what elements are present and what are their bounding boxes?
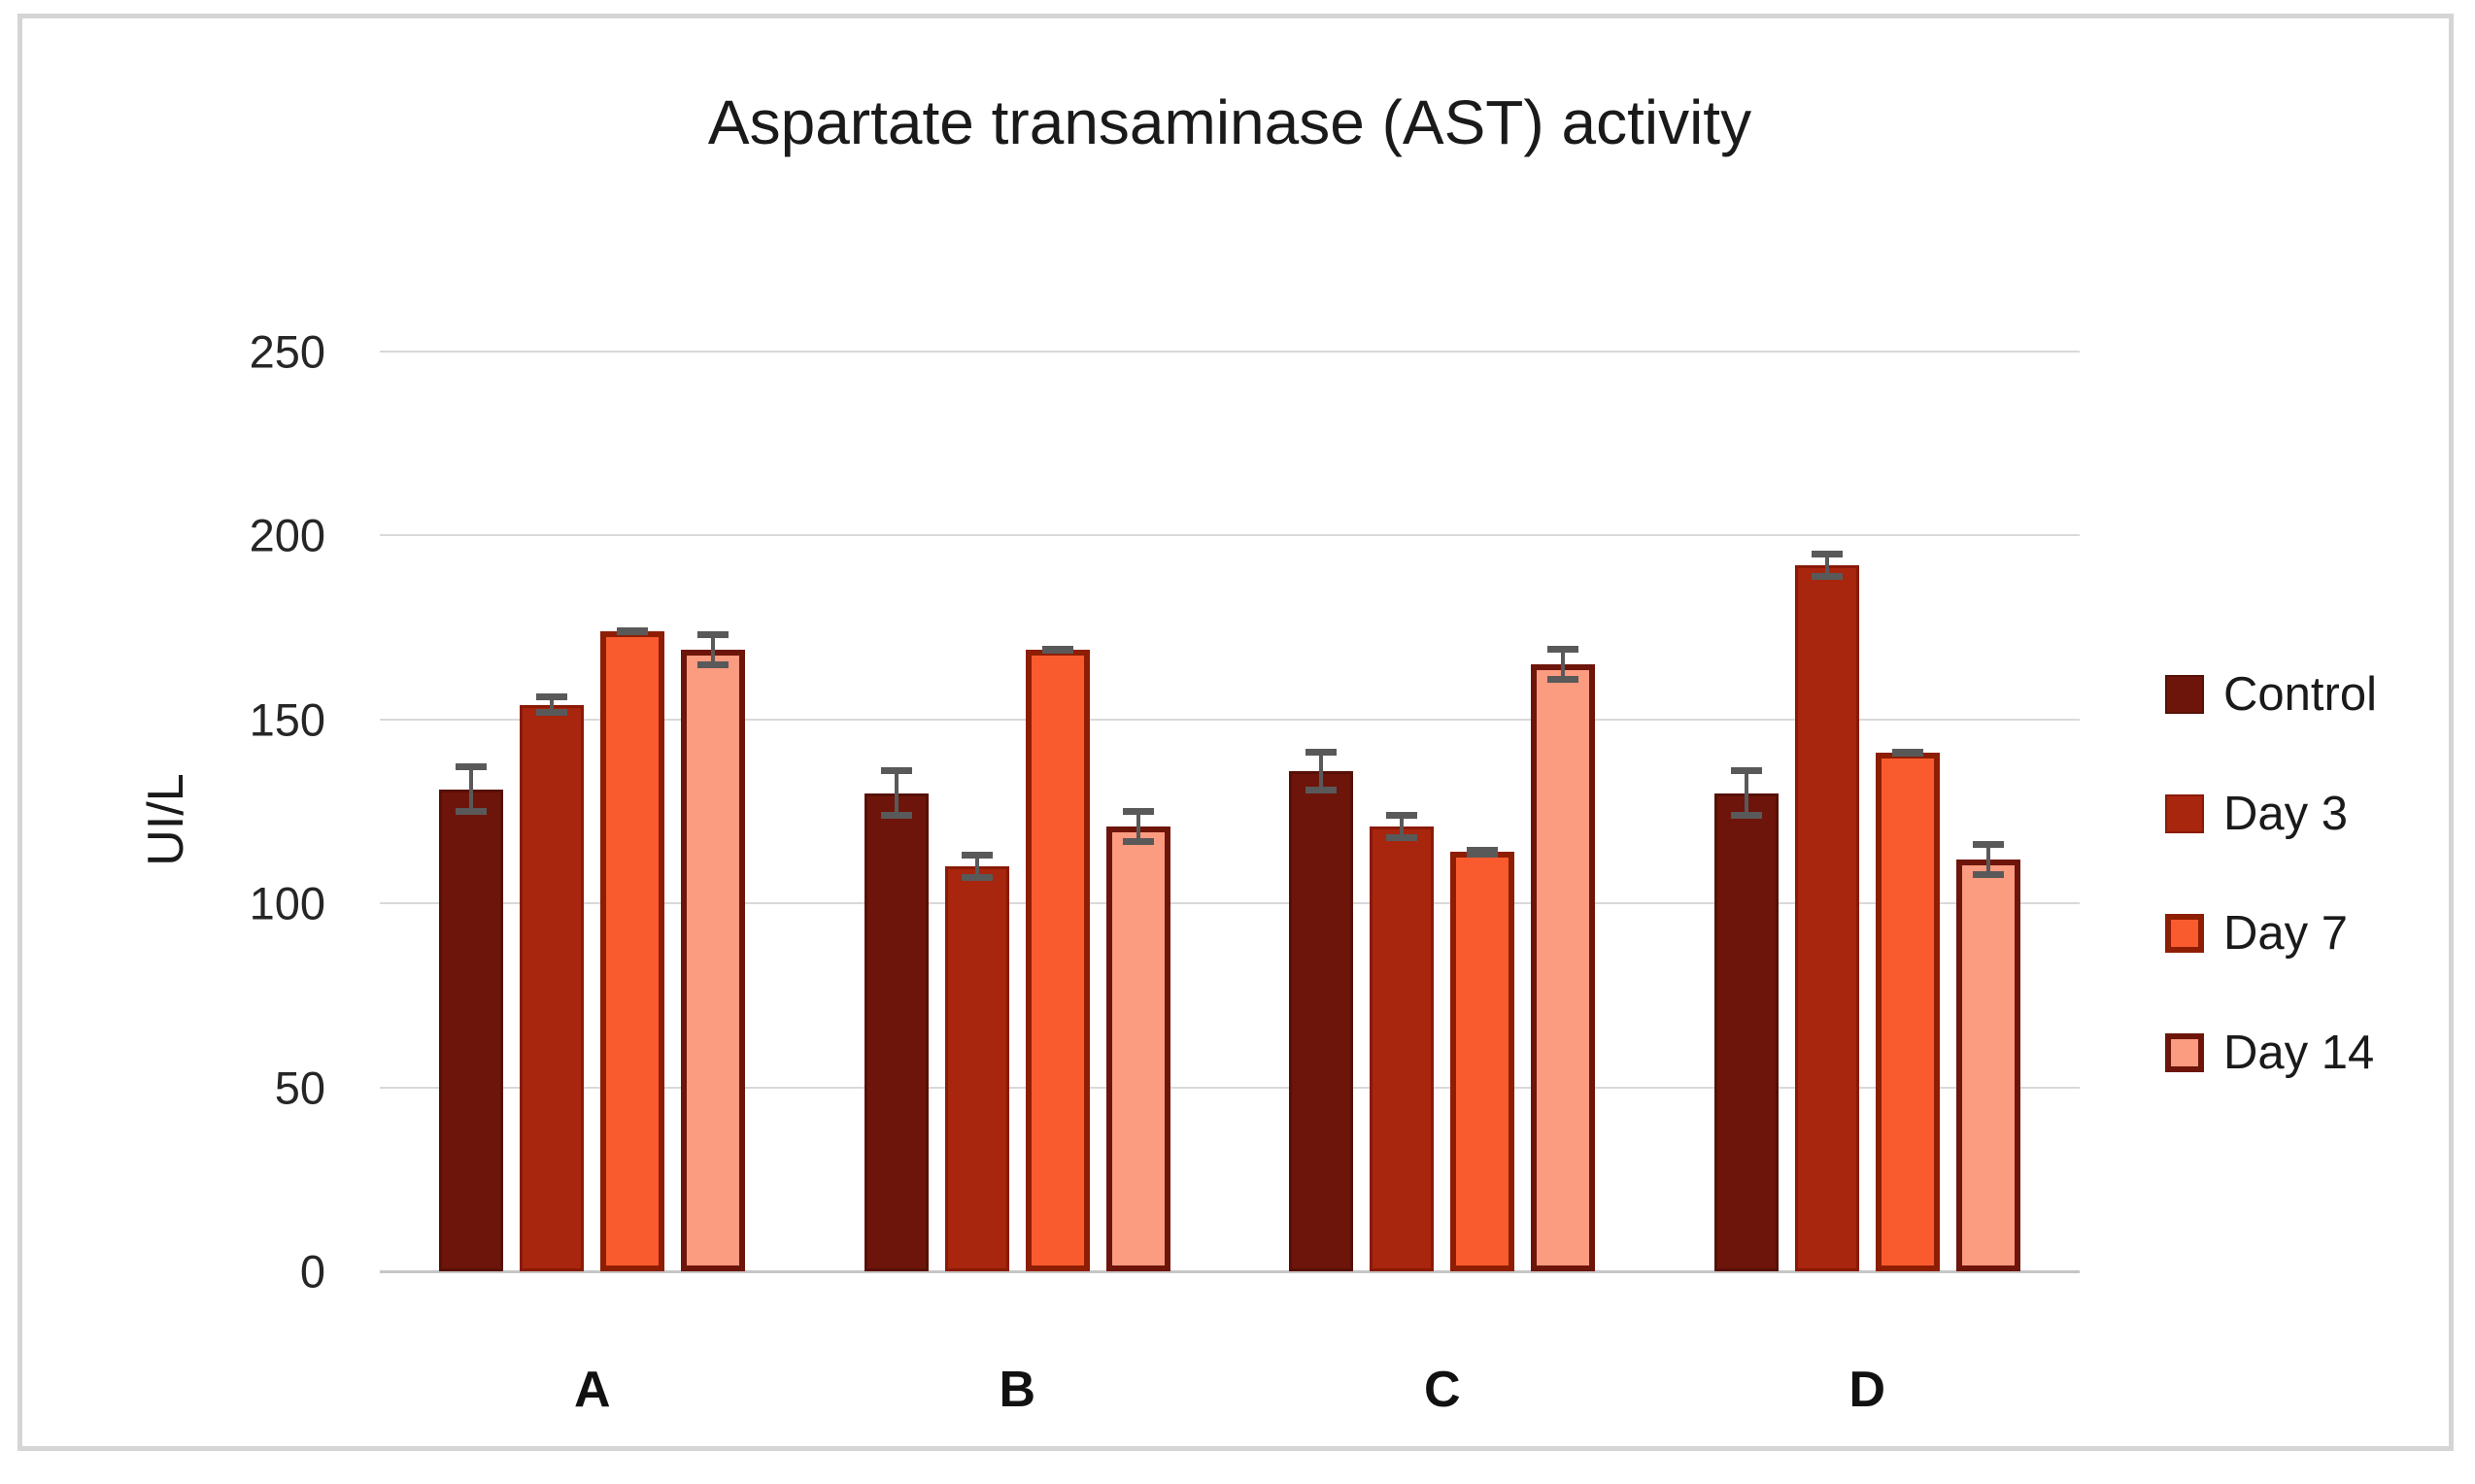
legend-label: Day 3 [2223,788,2349,840]
legend-item-day-7: Day 7 [2165,906,2377,961]
error-stem [1744,767,1748,820]
bar-A-day-3 [520,693,585,1271]
error-bar [1467,846,1499,858]
x-axis-label-A: A [573,1362,611,1418]
error-cap-bottom [536,709,568,717]
bar-B-day-14 [1105,807,1170,1271]
gridline-200 [380,534,2080,537]
error-cap-bottom [961,874,993,882]
x-axis-labels: A B C D [380,1361,2080,1419]
error-cap-bottom [1467,850,1499,858]
error-cap-bottom [1041,646,1073,654]
gridline-150 [380,718,2080,721]
legend-label: Control [2223,668,2377,721]
bar-group-C [1230,352,1655,1271]
y-tick-label-250: 250 [249,325,325,378]
error-bar [617,627,649,635]
x-axis-label-C: C [1423,1362,1461,1418]
gridline-50 [380,1086,2080,1089]
error-cap-bottom [697,660,729,668]
error-bar [536,693,568,717]
legend-label: Day 14 [2223,1027,2375,1079]
error-cap-bottom [1305,786,1338,793]
chart-title: Aspartate transaminase (AST) activity [707,87,1752,157]
legend-swatch-icon [2165,794,2204,833]
error-bar [1122,807,1154,845]
error-stem [550,693,555,717]
error-bar [697,630,729,668]
error-cap-bottom [1122,837,1154,845]
error-bar [961,852,993,882]
y-tick-label-100: 100 [249,877,325,929]
bar-group-B [805,352,1231,1271]
error-stem [1985,840,1990,878]
bar-group-D [1655,352,2081,1271]
error-bar [1730,767,1762,820]
x-axis-label-D: D [1848,1362,1886,1418]
error-stem [1824,550,1829,580]
error-stem [894,767,898,820]
error-cap-bottom [1386,833,1418,841]
bar-A-day-7 [600,627,665,1271]
bar-D-control [1713,767,1779,1271]
error-bar [1972,840,2004,878]
legend: Control Day 3 Day 7 Day 14 [2165,667,2377,1080]
bar-C-day-7 [1450,846,1515,1271]
error-bar [456,763,488,816]
gridline-100 [380,902,2080,905]
error-bar [1305,749,1338,793]
error-stem [711,630,716,668]
legend-swatch-icon [2165,1033,2204,1072]
error-stem [1400,811,1405,841]
error-bar [1811,550,1843,580]
error-stem [1561,646,1566,683]
bar-group-A [380,352,805,1271]
bar-B-day-7 [1025,646,1090,1271]
error-cap-bottom [1972,870,2004,878]
error-stem [1136,807,1140,845]
bar-C-day-3 [1370,811,1435,1271]
legend-item-day-14: Day 14 [2165,1026,2377,1080]
x-axis-label-B: B [999,1362,1036,1418]
bar-D-day-3 [1794,550,1859,1271]
legend-swatch-icon [2165,914,2204,953]
bar-A-day-14 [681,630,746,1271]
bar-C-control [1289,749,1354,1271]
error-cap-bottom [1891,749,1923,757]
gridline-250 [380,351,2080,353]
error-cap-bottom [617,627,649,635]
y-tick-label-50: 50 [274,1062,325,1114]
plot-area [380,351,2080,1273]
error-cap-bottom [1547,675,1579,683]
error-stem [974,852,979,882]
y-axis-ticks: 0 50 100 150 200 250 [22,326,325,1298]
bar-D-day-14 [1955,840,2020,1271]
error-cap-bottom [1811,572,1843,580]
y-tick-label-200: 200 [249,509,325,561]
bar-B-control [864,767,929,1271]
error-cap-bottom [880,812,912,820]
legend-item-control: Control [2165,667,2377,722]
bar-groups [380,352,2080,1271]
error-bar [1891,749,1923,757]
error-cap-bottom [456,808,488,816]
error-bar [1386,811,1418,841]
error-stem [469,763,474,816]
gridline-0 [380,1270,2080,1273]
error-bar [1547,646,1579,683]
y-tick-label-150: 150 [249,693,325,746]
error-bar [1041,646,1073,654]
legend-label: Day 7 [2223,907,2349,960]
error-stem [1319,749,1324,793]
y-tick-label-0: 0 [299,1245,325,1298]
bar-C-day-14 [1531,646,1596,1271]
figure-frame: Aspartate transaminase (AST) activity UI… [17,14,2454,1451]
bar-D-day-7 [1875,749,1940,1271]
error-cap-bottom [1730,812,1762,820]
bar-A-control [439,763,504,1271]
bar-B-day-3 [944,852,1009,1271]
error-bar [880,767,912,820]
legend-swatch-icon [2165,675,2204,714]
legend-item-day-3: Day 3 [2165,787,2377,841]
